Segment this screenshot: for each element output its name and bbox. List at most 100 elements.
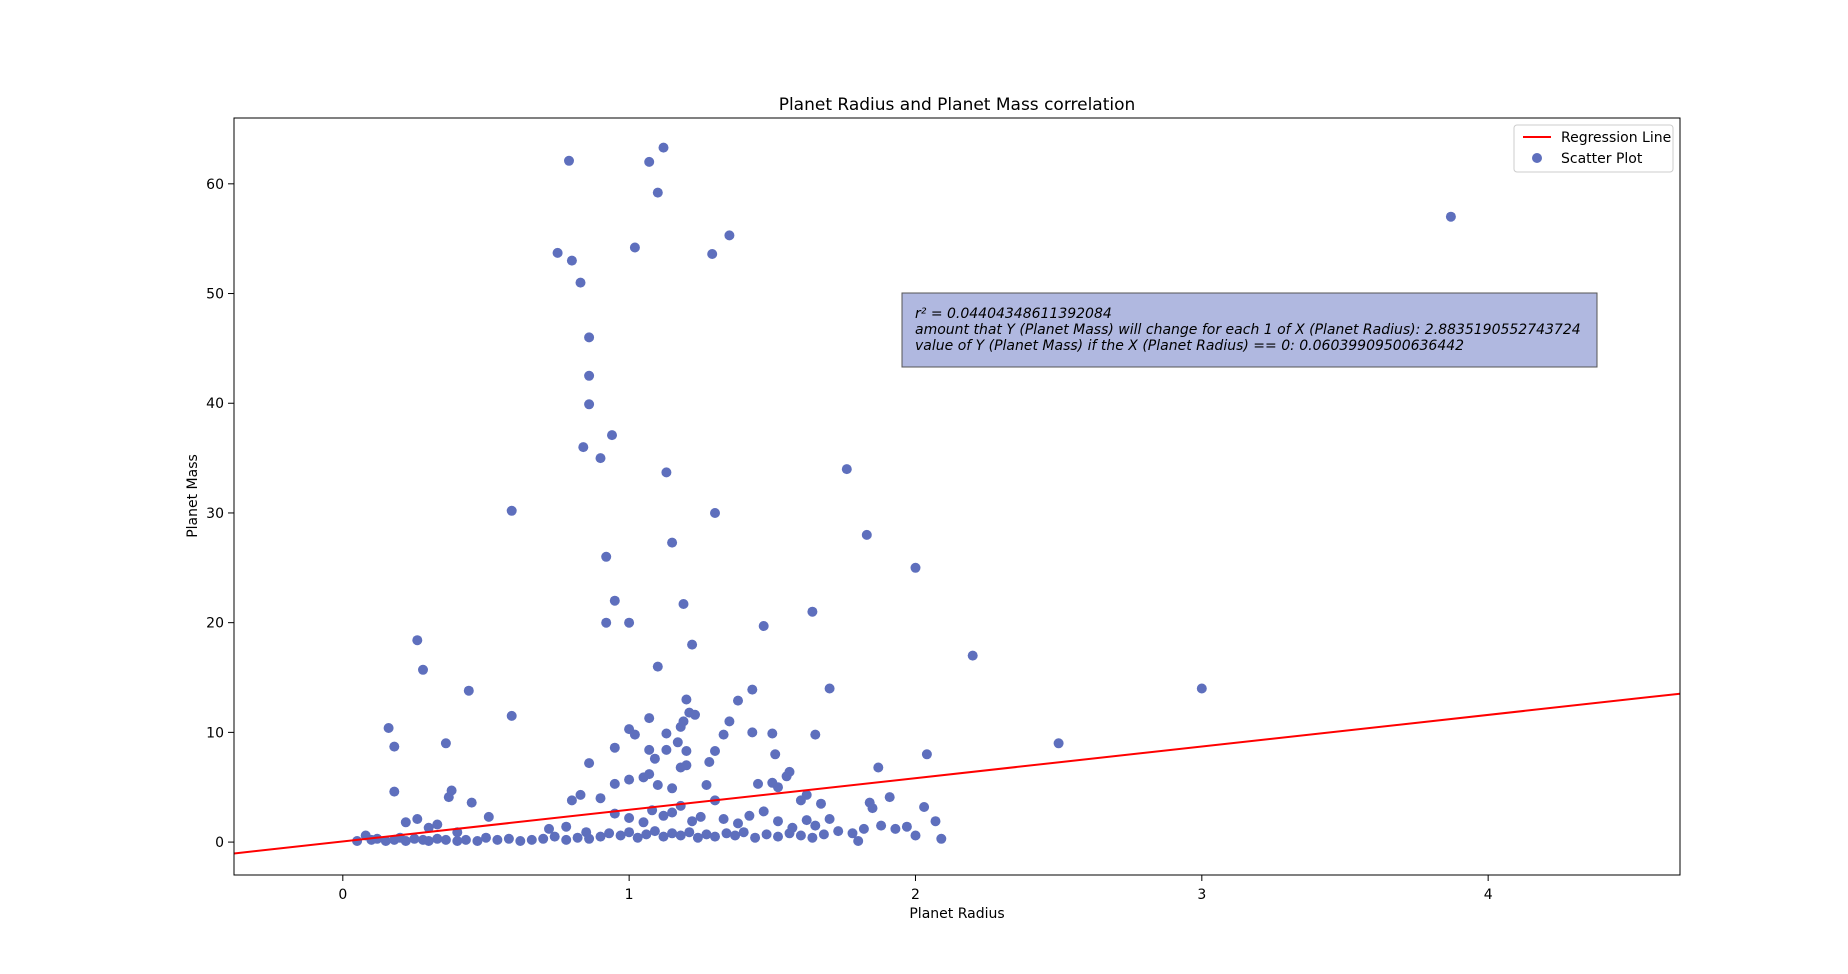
scatter-point — [506, 710, 517, 721]
scatter-point — [400, 817, 411, 828]
scatter-point — [595, 453, 606, 464]
chart-title: Planet Radius and Planet Mass correlatio… — [779, 95, 1136, 115]
scatter-point — [758, 806, 769, 817]
legend-regression-label: Regression Line — [1561, 130, 1671, 146]
scatter-point — [695, 811, 706, 822]
scatter-point — [412, 635, 423, 646]
scatter-point — [423, 822, 434, 833]
scatter-point — [561, 821, 572, 832]
scatter-point — [707, 249, 718, 259]
scatter-point — [876, 820, 887, 831]
scatter-point — [784, 828, 795, 839]
y-tick-label: 60 — [206, 177, 224, 193]
scatter-point — [641, 829, 652, 840]
x-axis-ticks: 0 1 2 3 4 — [338, 875, 1493, 903]
scatter-point — [921, 749, 932, 760]
x-tick-label: 0 — [338, 887, 347, 903]
scatter-point — [890, 823, 901, 834]
scatter-point — [609, 742, 620, 753]
scatter-point — [807, 832, 818, 843]
scatter-point — [418, 664, 428, 675]
scatter-point — [538, 833, 549, 844]
scatter-point — [624, 617, 635, 628]
scatter-point — [601, 617, 612, 628]
scatter-point — [658, 810, 669, 821]
scatter-point — [412, 814, 423, 824]
scatter-point — [733, 818, 743, 829]
scatter-point — [544, 823, 554, 834]
scatter-point — [773, 816, 783, 827]
scatter-point — [758, 621, 769, 631]
scatter-point — [584, 833, 595, 844]
scatter-point — [721, 828, 732, 839]
scatter-point — [575, 789, 586, 800]
scatter-point — [853, 836, 864, 846]
scatter-point — [652, 661, 663, 672]
scatter-point — [841, 464, 852, 475]
scatter-point — [400, 836, 411, 846]
scatter-point — [432, 819, 443, 830]
scatter-point — [681, 746, 692, 756]
scatter-point — [816, 798, 826, 809]
scatter-point — [690, 709, 700, 720]
scatter-point — [472, 836, 483, 846]
scatter-point — [624, 827, 635, 838]
scatter-point — [446, 785, 457, 796]
y-tick-label: 40 — [206, 396, 224, 412]
scatter-point — [629, 729, 640, 740]
scatter-point — [730, 830, 741, 841]
scatter-point — [761, 829, 772, 840]
scatter-point — [824, 683, 835, 694]
scatter-point — [578, 442, 589, 453]
x-tick-label: 2 — [911, 887, 920, 903]
scatter-point — [681, 694, 692, 705]
scatter-point — [584, 370, 595, 381]
scatter-point — [658, 142, 669, 153]
legend: Regression Line Scatter Plot — [1513, 124, 1674, 173]
scatter-point — [867, 803, 878, 814]
scatter-point — [492, 834, 503, 845]
scatter-point — [936, 833, 947, 844]
scatter-point — [750, 832, 761, 843]
scatter-point — [667, 537, 678, 548]
scatter-point — [652, 187, 663, 198]
scatter-point — [564, 155, 574, 166]
scatter-point — [710, 746, 720, 756]
scatter-point — [807, 606, 818, 617]
scatter-point — [609, 778, 620, 789]
x-tick-label: 3 — [1197, 887, 1206, 903]
scatter-point — [584, 399, 595, 410]
scatter-point — [747, 727, 758, 738]
scatter-point — [661, 467, 672, 478]
scatter-point — [701, 829, 712, 840]
scatter-point — [930, 816, 941, 827]
scatter-point — [503, 833, 514, 844]
scatter-point — [352, 836, 363, 846]
scatter-point — [753, 778, 763, 789]
scatter-point — [584, 758, 595, 769]
y-tick-label: 30 — [206, 506, 224, 522]
scatter-point — [624, 774, 635, 785]
scatter-point — [463, 685, 474, 696]
scatter-point — [423, 836, 434, 846]
scatter-point — [810, 820, 821, 831]
scatter-point — [1445, 211, 1456, 222]
legend-box — [1513, 124, 1674, 173]
scatter-point — [967, 650, 978, 661]
scatter-point — [801, 789, 812, 800]
scatter-point — [383, 723, 394, 733]
scatter-point — [675, 830, 686, 841]
scatter-point — [452, 836, 463, 846]
plot-frame — [233, 117, 1681, 876]
scatter-point — [724, 230, 735, 241]
scatter-point — [644, 713, 655, 724]
x-tick-label: 1 — [625, 887, 634, 903]
scatter-point — [701, 780, 712, 790]
y-axis-ticks: 0 10 20 30 40 50 60 — [206, 177, 234, 851]
scatter-point — [738, 827, 749, 838]
scatter-point — [624, 813, 635, 823]
scatter-point — [389, 741, 400, 752]
scatter-point — [681, 760, 692, 771]
scatter-point — [692, 832, 703, 843]
scatter-point — [658, 831, 669, 842]
